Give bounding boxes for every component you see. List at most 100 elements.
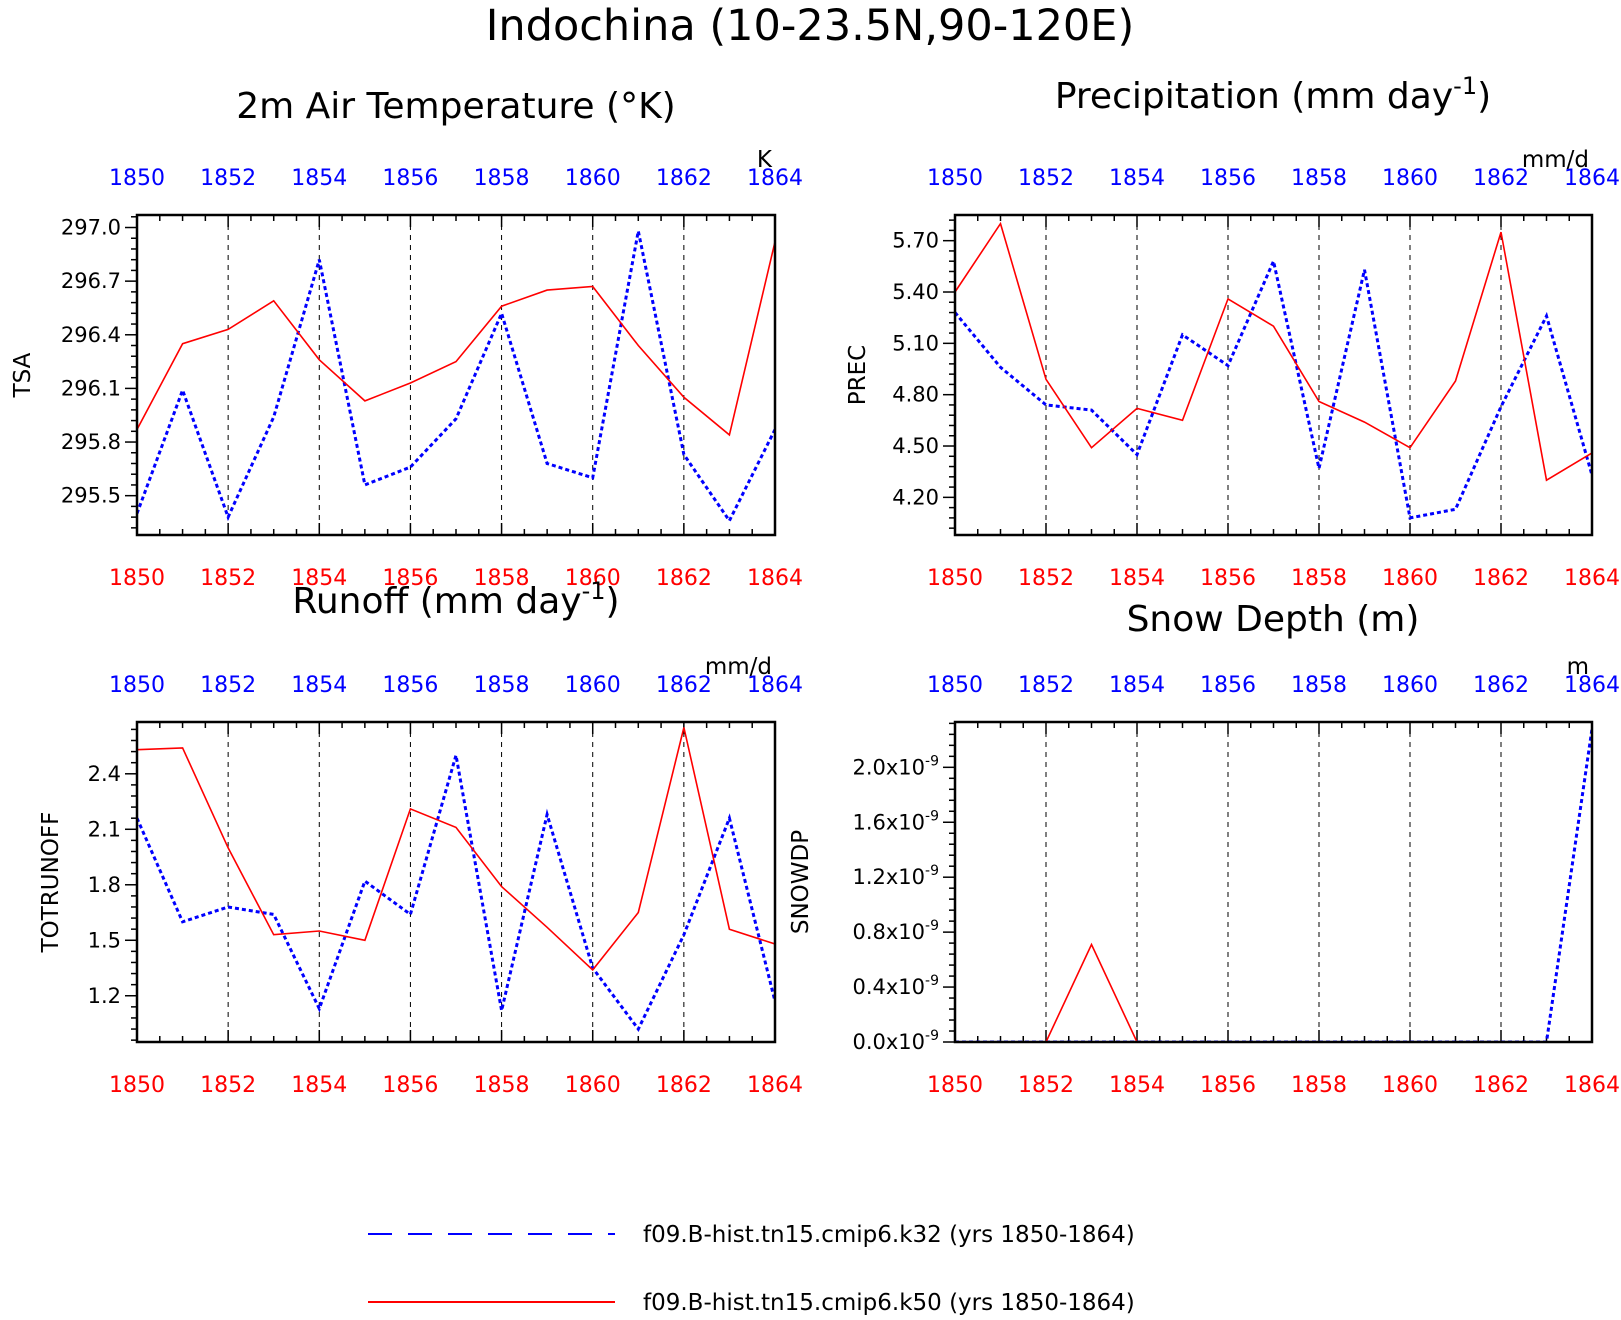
legend: f09.B-hist.tn15.cmip6.k32 (yrs 1850-1864… bbox=[368, 1222, 1135, 1316]
series-line-k32 bbox=[137, 230, 775, 524]
plot-frame bbox=[135, 213, 777, 537]
series-line-k32 bbox=[137, 754, 775, 1032]
x-tick-label-bottom: 1862 bbox=[1473, 1073, 1529, 1098]
x-tick-label-bottom: 1852 bbox=[1018, 566, 1074, 591]
panel-title-text: Snow Depth (m) bbox=[1127, 599, 1420, 640]
y-tick-label: 296.1 bbox=[61, 376, 121, 400]
panel-title: Runoff (mm day-1) bbox=[292, 577, 619, 622]
series-line-k50 bbox=[955, 221, 1592, 482]
x-tick-label-top: 1856 bbox=[1200, 166, 1256, 191]
panel-title: Precipitation (mm day-1) bbox=[1055, 72, 1491, 117]
x-tick-label-top: 1864 bbox=[747, 166, 803, 191]
x-tick-label-bottom: 1864 bbox=[747, 566, 803, 591]
y-axis-label: TSA bbox=[10, 352, 36, 398]
x-tick-label-top: 1856 bbox=[382, 673, 438, 698]
y-tick-label: 2.0x10-9 bbox=[852, 753, 939, 779]
y-tick-label: 296.7 bbox=[61, 269, 121, 293]
x-tick-label-bottom: 1850 bbox=[109, 566, 165, 591]
x-tick-label-bottom: 1852 bbox=[200, 566, 256, 591]
x-tick-label-top: 1850 bbox=[109, 673, 165, 698]
panel-title-superscript: -1 bbox=[1453, 72, 1477, 100]
units-label: m bbox=[1567, 654, 1589, 680]
y-tick-label-base: 0.4x10 bbox=[852, 975, 925, 999]
x-tick-label-top: 1850 bbox=[927, 166, 983, 191]
units-label: K bbox=[757, 147, 773, 173]
y-tick-label: 0.0x10-9 bbox=[852, 1028, 939, 1054]
panel-title: Snow Depth (m) bbox=[1127, 599, 1420, 640]
x-tick-label-top: 1858 bbox=[1291, 673, 1347, 698]
y-tick-label: 296.4 bbox=[61, 323, 121, 347]
series-line-k32 bbox=[955, 728, 1592, 1042]
y-tick-label-base: 1.6x10 bbox=[852, 810, 925, 834]
figure-title: Indochina (10-23.5N,90-120E) bbox=[486, 1, 1135, 51]
units-label: mm/d bbox=[705, 654, 772, 680]
panel-title-end: ) bbox=[1477, 76, 1491, 117]
x-tick-label-top: 1854 bbox=[291, 166, 347, 191]
plot-frame bbox=[953, 213, 1594, 537]
x-tick-label-top: 1862 bbox=[656, 673, 712, 698]
y-tick-label: 2.4 bbox=[88, 762, 121, 786]
y-tick-label-exponent: -9 bbox=[925, 808, 939, 824]
panel-title-text: Runoff (mm day bbox=[292, 581, 581, 622]
units-label: mm/d bbox=[1522, 147, 1589, 173]
y-tick-label: 2.1 bbox=[88, 817, 121, 841]
chart-panel-1: 2m Air Temperature (°K) K 1850 1850 1852 1852… bbox=[10, 86, 803, 591]
x-tick-label-top: 1864 bbox=[1564, 673, 1620, 698]
panel-title-text: Precipitation (mm day bbox=[1055, 76, 1453, 117]
x-tick-label-top: 1852 bbox=[200, 166, 256, 191]
panel-title: 2m Air Temperature (°K) bbox=[236, 86, 675, 127]
x-tick-label-top: 1854 bbox=[291, 673, 347, 698]
x-tick-label-bottom: 1854 bbox=[1109, 566, 1165, 591]
x-tick-label-bottom: 1860 bbox=[1382, 566, 1438, 591]
y-tick-label: 5.40 bbox=[892, 280, 939, 304]
x-tick-label-top: 1850 bbox=[927, 673, 983, 698]
y-tick-label-base: 0.0x10 bbox=[852, 1030, 925, 1054]
panel-title-superscript: -1 bbox=[582, 577, 606, 605]
y-tick-label: 4.20 bbox=[892, 485, 939, 509]
plot-frame bbox=[135, 720, 777, 1044]
x-tick-label-top: 1862 bbox=[656, 166, 712, 191]
y-tick-label-base: 1.2x10 bbox=[852, 865, 925, 889]
panel-title-end: ) bbox=[606, 581, 620, 622]
x-tick-label-bottom: 1860 bbox=[565, 1073, 621, 1098]
x-tick-label-bottom: 1862 bbox=[1473, 566, 1529, 591]
x-tick-label-top: 1860 bbox=[1382, 166, 1438, 191]
x-tick-label-bottom: 1858 bbox=[1291, 566, 1347, 591]
x-tick-label-bottom: 1856 bbox=[1200, 1073, 1256, 1098]
y-tick-label-base: 2.0x10 bbox=[852, 755, 925, 779]
legend-label-k32: f09.B-hist.tn15.cmip6.k32 (yrs 1850-1864… bbox=[643, 1222, 1135, 1248]
y-tick-label-exponent: -9 bbox=[925, 918, 939, 934]
x-tick-label-bottom: 1852 bbox=[200, 1073, 256, 1098]
y-tick-label: 1.5 bbox=[88, 928, 121, 952]
y-tick-label: 1.2x10-9 bbox=[852, 863, 939, 889]
plot-frame bbox=[953, 720, 1594, 1044]
y-tick-label: 295.8 bbox=[61, 430, 121, 454]
x-tick-label-bottom: 1864 bbox=[747, 1073, 803, 1098]
x-tick-label-bottom: 1858 bbox=[474, 566, 530, 591]
chart-panel-2: Precipitation (mm day-1) mm/d 1850 1850 1852… bbox=[845, 72, 1620, 591]
x-tick-label-top: 1856 bbox=[382, 166, 438, 191]
x-tick-label-top: 1862 bbox=[1473, 166, 1529, 191]
y-tick-label-exponent: -9 bbox=[925, 863, 939, 879]
y-tick-label-base: 0.8x10 bbox=[852, 920, 925, 944]
y-tick-label: 1.6x10-9 bbox=[852, 808, 939, 834]
y-tick-label-exponent: -9 bbox=[925, 753, 939, 769]
x-tick-label-bottom: 1864 bbox=[1564, 1073, 1620, 1098]
x-tick-label-bottom: 1852 bbox=[1018, 1073, 1074, 1098]
x-tick-label-top: 1860 bbox=[1382, 673, 1438, 698]
y-tick-label: 297.0 bbox=[61, 216, 121, 240]
x-tick-label-top: 1852 bbox=[1018, 166, 1074, 191]
y-tick-label: 4.80 bbox=[892, 383, 939, 407]
x-tick-label-top: 1856 bbox=[1200, 673, 1256, 698]
y-tick-label: 0.8x10-9 bbox=[852, 918, 939, 944]
x-tick-label-bottom: 1854 bbox=[291, 1073, 347, 1098]
x-tick-label-bottom: 1856 bbox=[1200, 566, 1256, 591]
y-tick-label: 295.5 bbox=[61, 484, 121, 508]
x-tick-label-bottom: 1864 bbox=[1564, 566, 1620, 591]
x-tick-label-bottom: 1858 bbox=[1291, 1073, 1347, 1098]
y-tick-label: 1.2 bbox=[88, 984, 121, 1008]
y-tick-label-exponent: -9 bbox=[925, 973, 939, 989]
x-tick-label-bottom: 1854 bbox=[291, 566, 347, 591]
y-axis-label: PREC bbox=[845, 345, 871, 405]
